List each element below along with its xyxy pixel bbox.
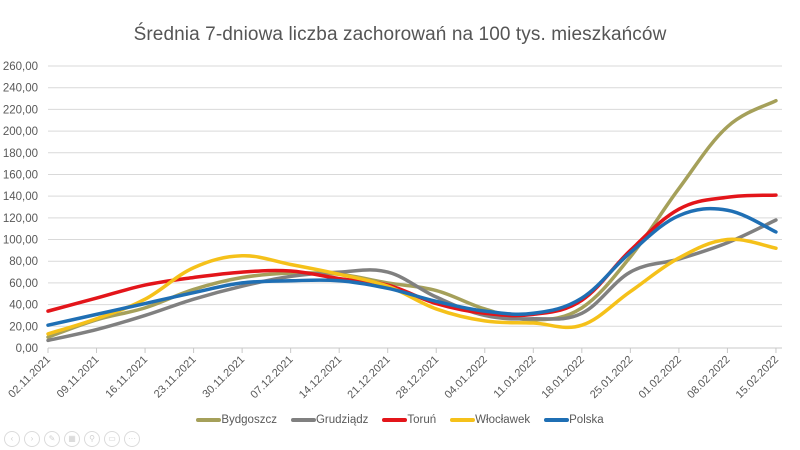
- zoom-button[interactable]: ⚲: [84, 431, 100, 447]
- legend-swatch: [196, 418, 222, 422]
- legend-item: Bydgoszcz: [196, 414, 277, 426]
- y-tick-label: 40,00: [9, 300, 38, 312]
- pen-icon: ✎: [48, 434, 56, 443]
- more-options-button[interactable]: ···: [124, 431, 140, 447]
- series-lines: [46, 98, 778, 343]
- x-tick-label: 01.02.2022: [637, 354, 684, 401]
- pen-button[interactable]: ✎: [44, 431, 60, 447]
- series-line-grudziadz: [46, 218, 778, 343]
- y-tick-label: 120,00: [3, 213, 38, 225]
- y-tick-label: 240,00: [3, 83, 38, 95]
- legend-item: Polska: [544, 414, 604, 426]
- legend-item: Toruń: [382, 414, 436, 426]
- series-line-wloclawek: [46, 237, 778, 336]
- y-tick-label: 20,00: [9, 321, 38, 333]
- chart-title: Średnia 7-dniowa liczba zachorowań na 10…: [133, 24, 667, 45]
- x-tick-label: 21.12.2021: [345, 354, 392, 401]
- x-tick-label: 15.02.2022: [734, 354, 781, 401]
- see-all-slides-button[interactable]: ▦: [64, 431, 80, 447]
- y-tick-label: 140,00: [3, 191, 38, 203]
- legend-item: Grudziądz: [290, 414, 369, 426]
- next-slide-button[interactable]: ›: [24, 431, 40, 447]
- x-tick-label: 30.11.2021: [200, 354, 247, 401]
- more-options-icon: ···: [128, 434, 136, 443]
- previous-slide-button[interactable]: ‹: [4, 431, 20, 447]
- previous-slide-icon: ‹: [10, 434, 14, 443]
- gridlines: [48, 65, 782, 349]
- legend-label: Polska: [569, 414, 604, 426]
- x-tick-label: 11.01.2022: [492, 354, 539, 401]
- zoom-icon: ⚲: [89, 434, 95, 443]
- legend: Bydgoszcz Grudziądz Toruń Włocławek Polska: [0, 414, 800, 426]
- x-tick-label: 08.02.2022: [685, 354, 732, 401]
- y-tick-label: 180,00: [3, 148, 38, 160]
- x-tick-label: 07.12.2021: [248, 354, 295, 401]
- series-line-polska: [46, 206, 778, 327]
- y-tick-label: 60,00: [9, 278, 38, 290]
- legend-swatch: [544, 418, 570, 422]
- x-tick-label: 28.12.2021: [394, 354, 441, 401]
- y-tick-label: 200,00: [3, 126, 38, 138]
- x-tick-label: 02.11.2021: [6, 354, 53, 401]
- legend-swatch: [290, 418, 316, 422]
- y-axis: 0,00 20,00 40,00 60,00 80,00 100,00 120,00 140,…: [3, 61, 38, 355]
- x-tick-label: 14.12.2021: [297, 354, 344, 401]
- legend-label: Toruń: [407, 414, 437, 426]
- legend-label: Bydgoszcz: [221, 414, 277, 426]
- next-slide-icon: ›: [30, 434, 34, 443]
- x-tick-label: 16.11.2021: [103, 354, 150, 401]
- legend-label: Włocławek: [475, 414, 531, 426]
- y-tick-label: 80,00: [9, 256, 38, 268]
- screen-icon: ▭: [108, 434, 116, 443]
- y-tick-label: 100,00: [3, 235, 38, 247]
- x-tick-label: 25.01.2022: [588, 354, 635, 401]
- x-axis: 02.11.2021 09.11.2021 16.11.2021 23.11.2021…: [6, 348, 781, 401]
- legend-label: Grudziądz: [315, 414, 369, 426]
- y-tick-label: 160,00: [3, 169, 38, 181]
- y-tick-label: 0,00: [16, 343, 38, 355]
- y-tick-label: 260,00: [3, 61, 38, 73]
- x-tick-label: 04.01.2022: [442, 354, 489, 401]
- x-tick-label: 18.01.2022: [540, 354, 587, 401]
- x-tick-label: 09.11.2021: [55, 354, 102, 401]
- legend-swatch: [450, 418, 476, 422]
- x-tick-label: 23.11.2021: [152, 354, 199, 401]
- screen-button[interactable]: ▭: [104, 431, 120, 447]
- legend-swatch: [382, 418, 408, 422]
- legend-item: Włocławek: [450, 414, 530, 426]
- y-tick-label: 220,00: [3, 104, 38, 116]
- presentation-toolbar: ‹ › ✎ ▦ ⚲ ▭ ···: [4, 431, 140, 447]
- see-all-slides-icon: ▦: [68, 434, 76, 443]
